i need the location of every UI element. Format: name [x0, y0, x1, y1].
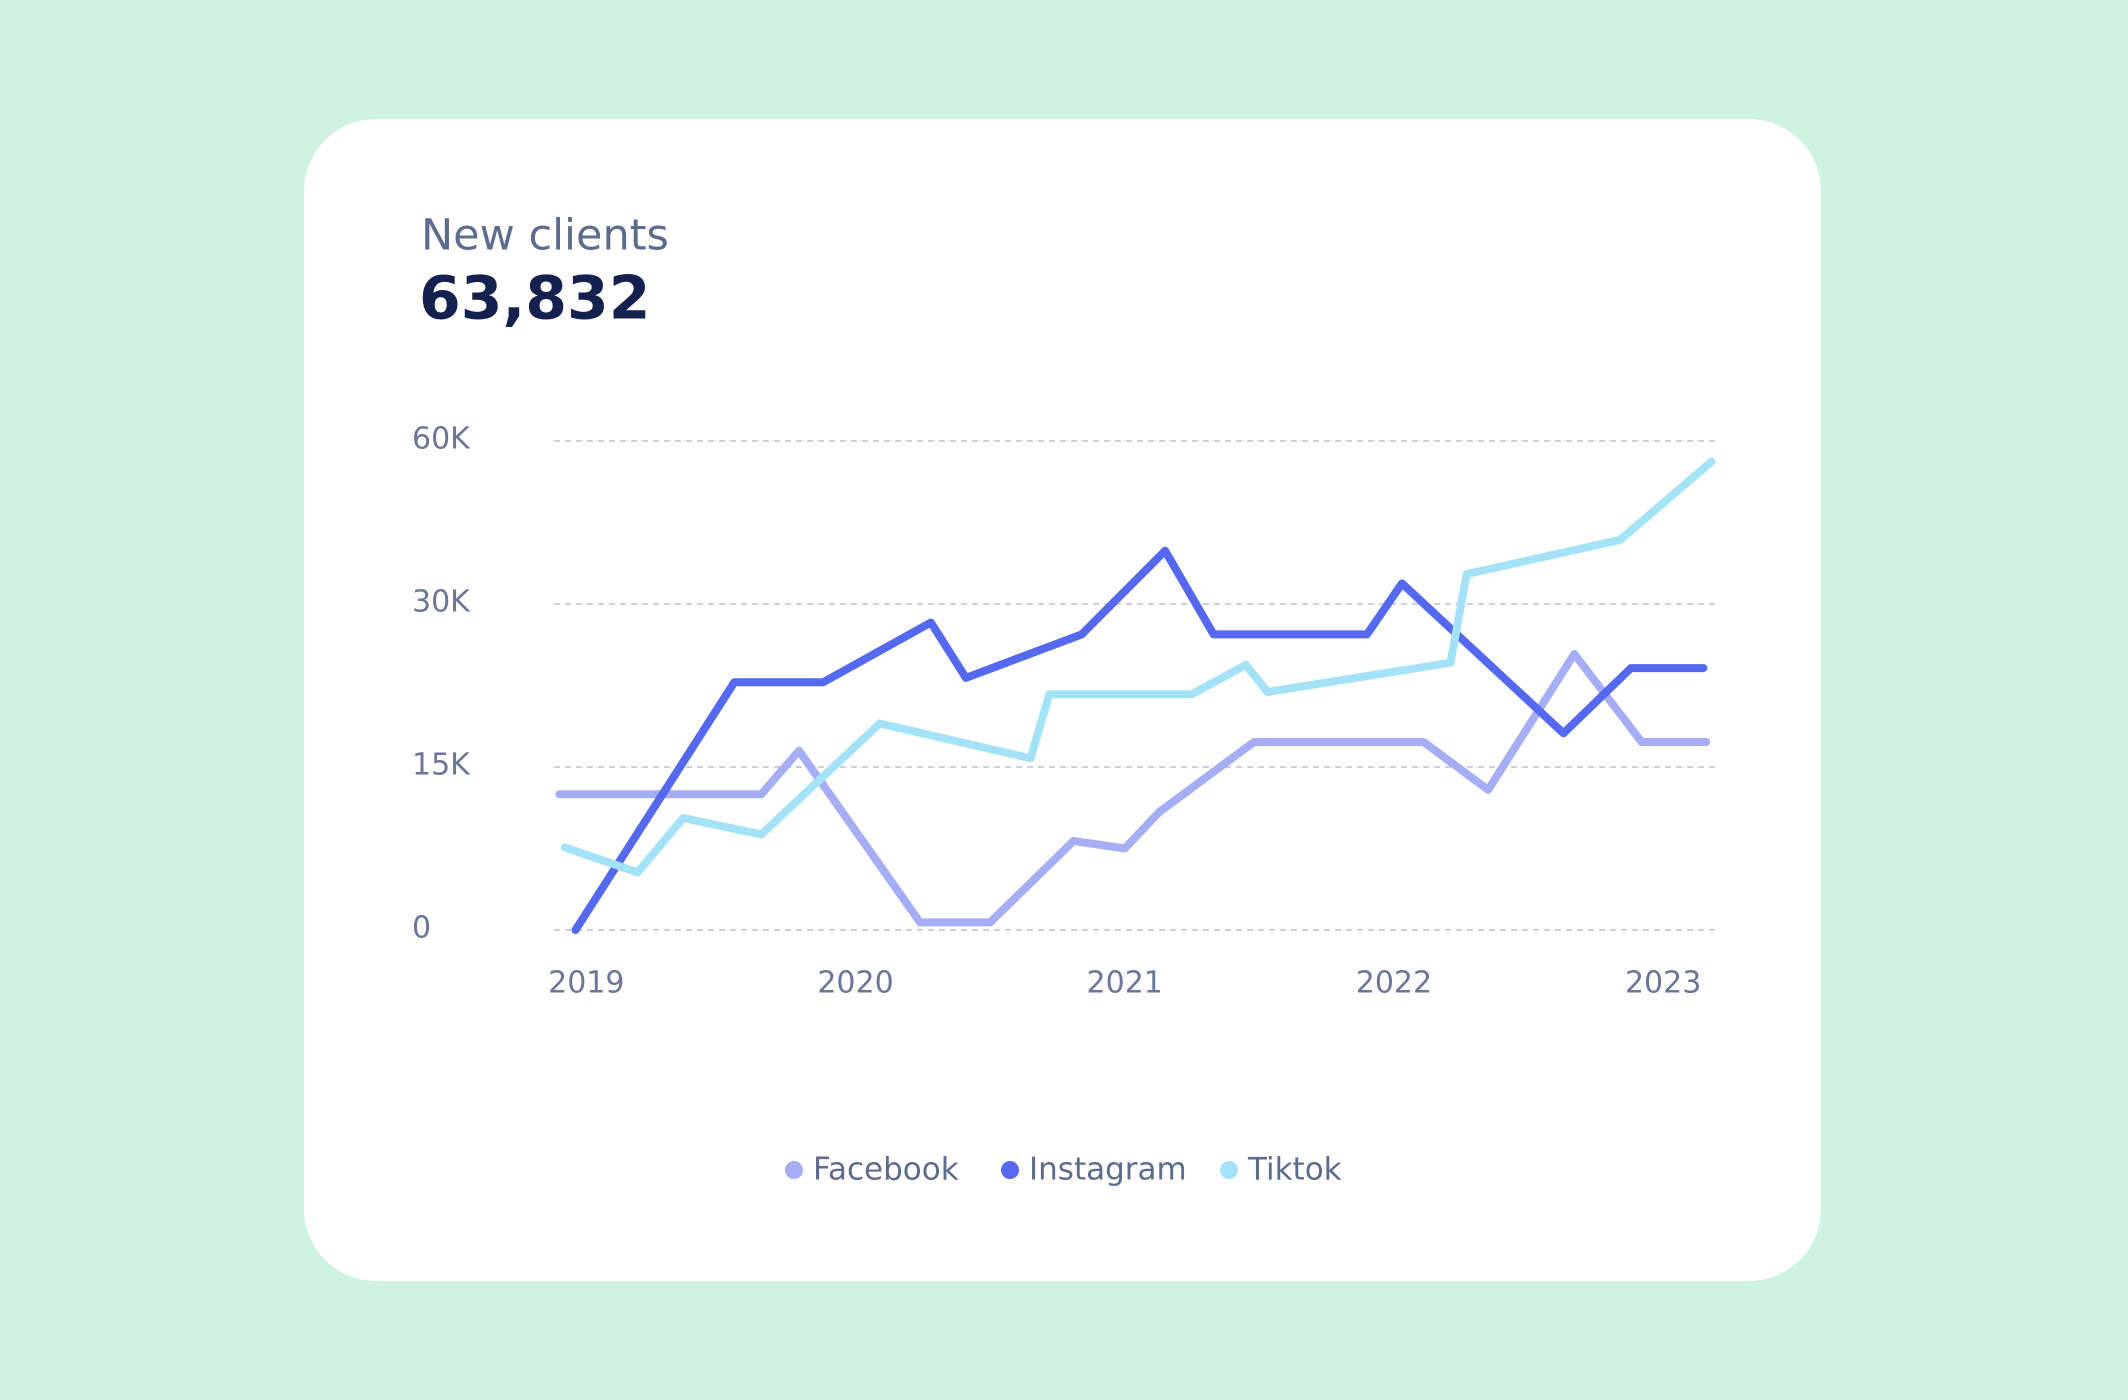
legend-marker — [785, 1161, 803, 1179]
x-tick-label: 2022 — [1356, 966, 1432, 1001]
y-tick-label: 60K — [412, 422, 471, 457]
series-line — [571, 546, 1708, 934]
y-tick-label: 15K — [412, 748, 471, 783]
x-tick-label: 2023 — [1625, 966, 1701, 1001]
x-tick-label: 2021 — [1087, 966, 1163, 1001]
legend-label: Tiktok — [1247, 1152, 1342, 1188]
x-tick-label: 2020 — [817, 966, 893, 1001]
series-line — [560, 457, 1716, 877]
y-tick-label: 0 — [412, 911, 431, 946]
y-tick-label: 30K — [412, 585, 471, 620]
chart-title: New clients — [421, 211, 669, 261]
card — [304, 119, 1821, 1281]
legend-marker — [1001, 1161, 1019, 1179]
legend-marker — [1220, 1161, 1238, 1179]
legend-label: Facebook — [813, 1152, 959, 1188]
legend-label: Instagram — [1029, 1152, 1187, 1188]
x-tick-label: 2019 — [548, 966, 624, 1001]
total-value: 63,832 — [419, 264, 651, 334]
